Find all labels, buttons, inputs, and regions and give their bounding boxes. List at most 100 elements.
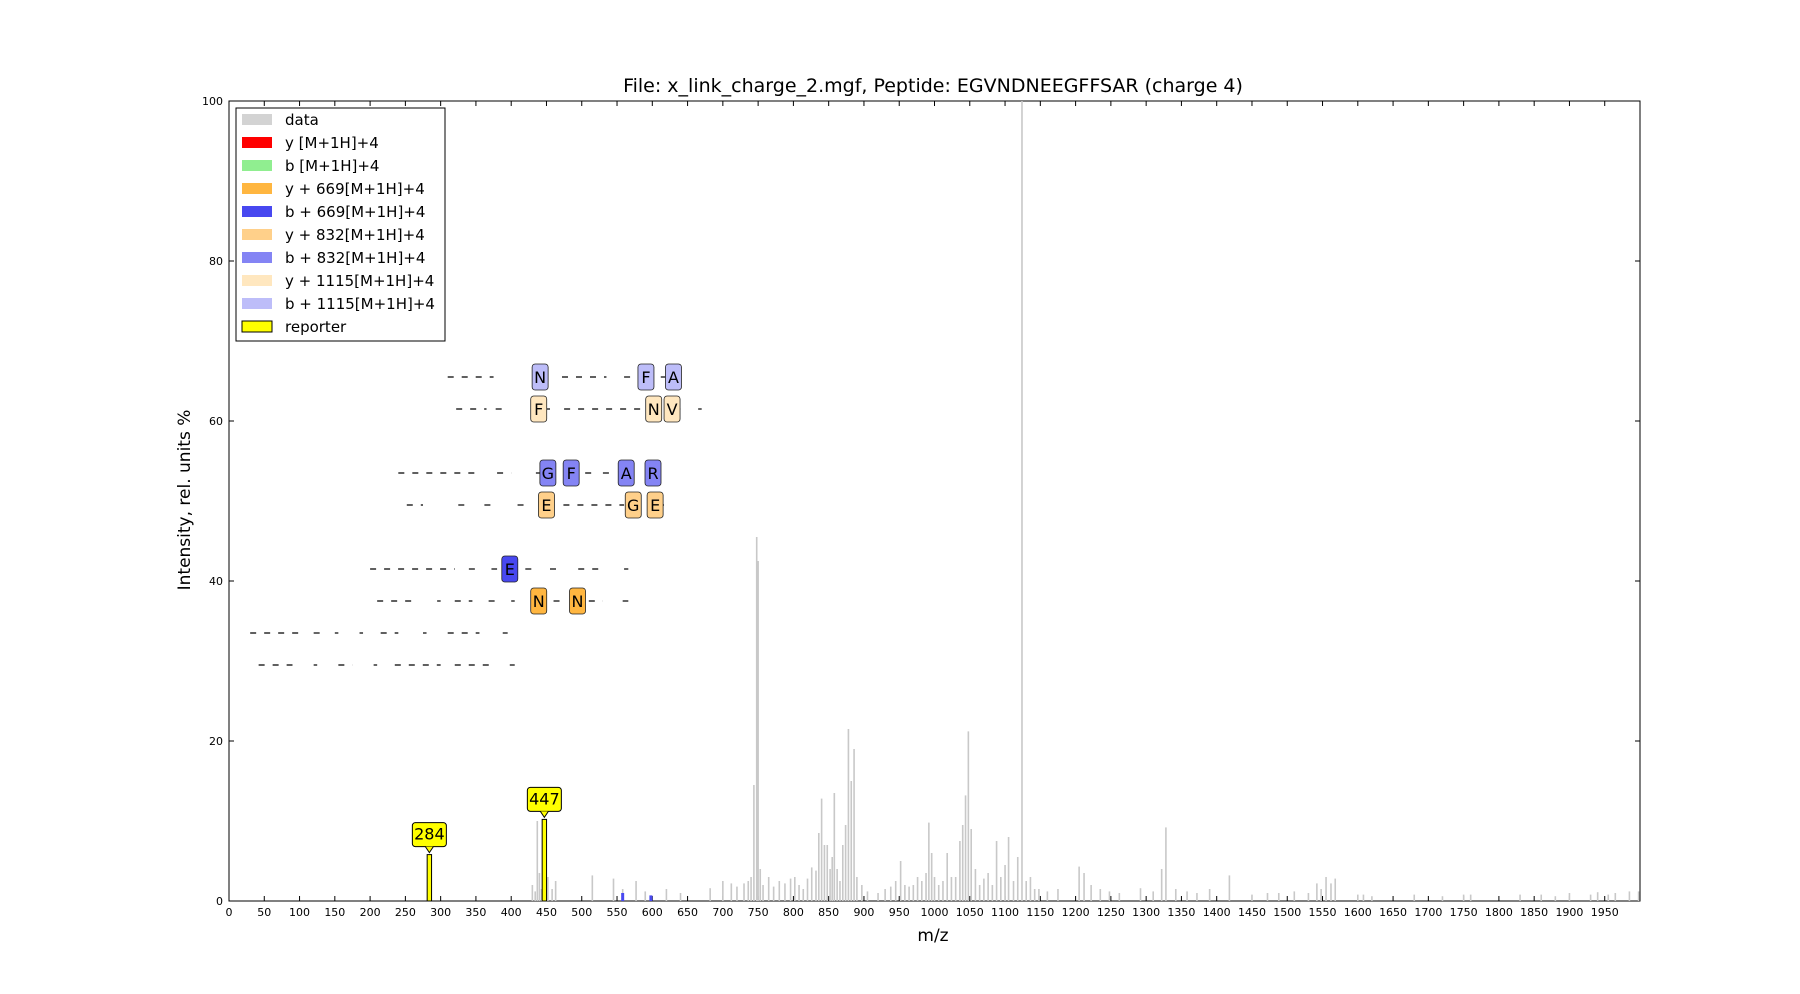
- legend: data y [M+1H]+4 b [M+1H]+4 y + 669[M+1H]+4 b…: [235, 107, 446, 342]
- legend-swatch: [242, 114, 272, 125]
- x-tick-label: 900: [853, 906, 874, 919]
- legend-swatch: [242, 206, 272, 217]
- fragment-box: [617, 459, 635, 487]
- reporter-label-pointer: [424, 846, 434, 854]
- x-tick-label: 800: [783, 906, 804, 919]
- fragment-letter: V: [667, 400, 678, 419]
- ladder-row: E: [370, 555, 629, 583]
- legend-label: b [M+1H]+4: [285, 157, 379, 175]
- legend-label: y + 1115[M+1H]+4: [285, 272, 434, 290]
- x-tick-label: 1750: [1450, 906, 1478, 919]
- fragment-box: [531, 363, 549, 391]
- x-tick-label: 0: [226, 906, 233, 919]
- legend-label: y + 669[M+1H]+4: [285, 180, 425, 198]
- x-tick-label: 1550: [1309, 906, 1337, 919]
- y-axis-label: Intensity, rel. units %: [175, 410, 195, 591]
- fragment-letter: F: [534, 400, 543, 419]
- x-tick-label: 1400: [1203, 906, 1231, 919]
- fragment-letter: A: [621, 464, 632, 483]
- fragment-ladders: N F AF N VG F A RE G EEN N: [250, 363, 702, 666]
- x-tick-label: 1800: [1485, 906, 1513, 919]
- reporter-label-pointer: [539, 811, 549, 819]
- reporter-bar: [426, 854, 433, 902]
- legend-swatch: [242, 137, 272, 148]
- x-tick-label: 850: [818, 906, 839, 919]
- fragment-box: [538, 491, 555, 519]
- fragment-letter: N: [572, 592, 584, 611]
- x-tick-label: 1050: [956, 906, 984, 919]
- x-tick-label: 500: [571, 906, 592, 919]
- x-tick-label: 250: [395, 906, 416, 919]
- chart-title: File: x_link_charge_2.mgf, Peptide: EGVN…: [623, 75, 1243, 97]
- x-tick-label: 1250: [1097, 906, 1125, 919]
- legend-swatch: [242, 229, 272, 240]
- y-tick-label: 60: [209, 415, 223, 428]
- reporter-peaks: 284 447: [411, 786, 562, 902]
- fragment-letter: E: [541, 496, 551, 515]
- x-tick-label: 350: [465, 906, 486, 919]
- legend-swatch: [242, 298, 272, 309]
- legend-label: y + 832[M+1H]+4: [285, 226, 425, 244]
- fragment-box: [644, 459, 662, 487]
- x-axis-label: m/z: [917, 926, 948, 946]
- fragment-box: [646, 491, 664, 519]
- fragment-letter: E: [505, 560, 515, 579]
- fragment-box: [665, 363, 682, 391]
- fragment-box: [539, 459, 557, 487]
- x-tick-label: 600: [642, 906, 663, 919]
- fragment-box: [645, 395, 663, 423]
- reporter-bar: [541, 818, 548, 902]
- y-tick-label: 20: [209, 735, 223, 748]
- x-tick-label: 1000: [921, 906, 949, 919]
- fragment-letter: N: [533, 592, 545, 611]
- fragment-box: [501, 555, 519, 583]
- fragment-letter: F: [567, 464, 576, 483]
- legend-label: b + 669[M+1H]+4: [285, 203, 425, 221]
- reporter-label-text: 284: [414, 825, 445, 844]
- legend-swatch: [242, 183, 272, 194]
- x-tick-label: 1500: [1273, 906, 1301, 919]
- x-tick-label: 1200: [1062, 906, 1090, 919]
- x-tick-label: 300: [430, 906, 451, 919]
- axes: 0 50 100 150 200 250 300 350 400 450 500 550 600 650 7…: [202, 95, 1641, 919]
- fragment-box: [637, 363, 655, 391]
- fragment-letter: N: [534, 368, 546, 387]
- x-tick-label: 200: [360, 906, 381, 919]
- legend-label: y [M+1H]+4: [285, 134, 379, 152]
- legend-swatch: [242, 160, 272, 171]
- fragment-box: [530, 587, 548, 615]
- x-tick-label: 150: [324, 906, 345, 919]
- x-tick-label: 750: [748, 906, 769, 919]
- reporter-label-text: 447: [529, 789, 560, 808]
- x-tick-label: 1100: [991, 906, 1019, 919]
- x-tick-label: 50: [257, 906, 271, 919]
- legend-label: data: [285, 111, 319, 129]
- x-tick-label: 1700: [1414, 906, 1442, 919]
- fragment-box: [624, 491, 642, 519]
- fragment-box: [569, 587, 586, 615]
- fragment-box: [562, 459, 580, 487]
- fragment-box: [530, 395, 548, 423]
- x-tick-label: 700: [712, 906, 733, 919]
- legend-label: b + 832[M+1H]+4: [285, 249, 425, 267]
- fragment-letter: R: [647, 464, 658, 483]
- x-tick-label: 100: [289, 906, 310, 919]
- fragment-letter: E: [650, 496, 660, 515]
- x-tick-label: 1150: [1026, 906, 1054, 919]
- data-peaks: [428, 101, 1640, 901]
- legend-swatch: [242, 252, 272, 263]
- y-tick-label: 0: [216, 895, 223, 908]
- fragment-letter: G: [627, 496, 639, 515]
- fragment-letter: F: [641, 368, 650, 387]
- x-tick-label: 550: [607, 906, 628, 919]
- x-tick-label: 650: [677, 906, 698, 919]
- x-tick-label: 950: [889, 906, 910, 919]
- x-tick-label: 1450: [1238, 906, 1266, 919]
- legend-swatch: [241, 320, 273, 333]
